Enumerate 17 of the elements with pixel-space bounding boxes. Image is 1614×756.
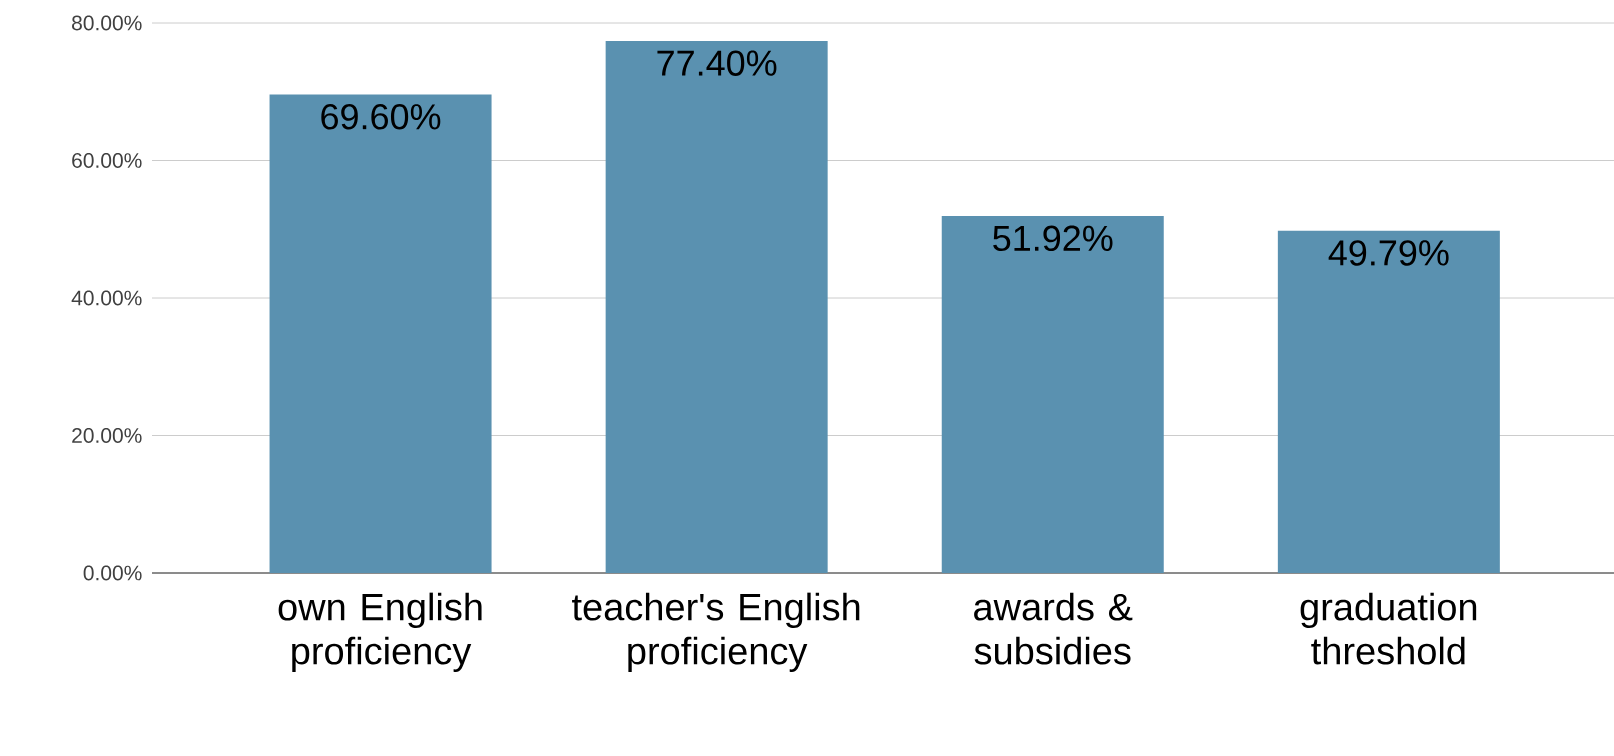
y-tick-label: 60.00% xyxy=(72,153,142,168)
bar xyxy=(269,94,492,573)
data-label: 77.40% xyxy=(657,50,777,76)
x-tick-label: awards & subsidies xyxy=(974,592,1133,665)
data-label: 69.60% xyxy=(321,104,441,130)
bar xyxy=(605,40,828,573)
bar xyxy=(941,216,1164,573)
y-tick-label: 20.00% xyxy=(72,428,142,443)
x-tick-label: own English proficiency xyxy=(278,592,482,673)
x-tick-label: teacher's English proficiency xyxy=(572,592,860,673)
x-tick-label: graduation threshold xyxy=(1300,592,1477,665)
y-tick-label: 0.00% xyxy=(83,565,142,581)
y-tick-label: 80.00% xyxy=(72,15,142,31)
data-label: 51.92% xyxy=(993,225,1113,252)
data-label: 49.79% xyxy=(1328,240,1449,266)
y-tick-label: 40.00% xyxy=(71,290,142,306)
bar xyxy=(1277,230,1500,573)
